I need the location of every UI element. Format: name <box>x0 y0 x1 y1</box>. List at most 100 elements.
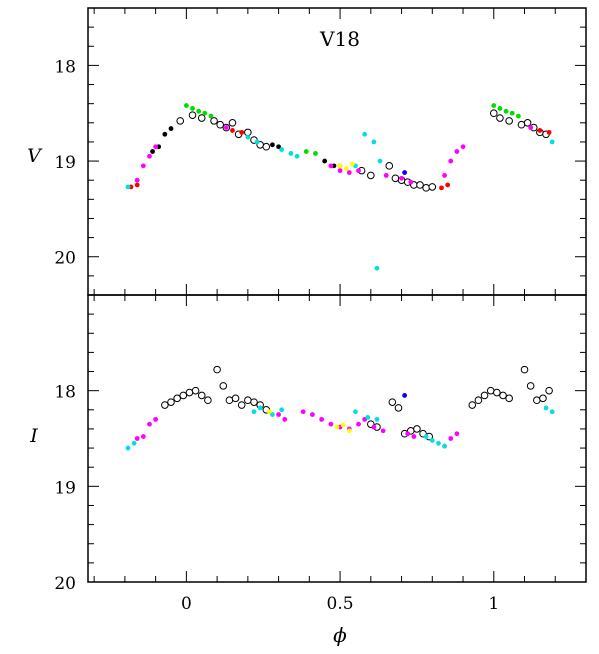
data-point <box>454 149 460 154</box>
data-point-open <box>179 391 188 400</box>
data-point <box>147 153 152 159</box>
chart-title: V18 <box>319 27 360 51</box>
data-point <box>279 407 285 413</box>
y-tick-label: 19 <box>54 153 76 173</box>
data-point <box>460 144 466 150</box>
data-point-open <box>185 388 194 397</box>
data-point <box>125 445 131 451</box>
data-point-open <box>176 117 185 125</box>
data-point-open <box>428 183 437 191</box>
data-point <box>334 424 340 430</box>
data-point <box>328 163 334 169</box>
data-point <box>196 108 202 114</box>
data-point-open <box>499 391 507 400</box>
data-point <box>270 142 275 148</box>
data-point <box>190 106 195 111</box>
data-point <box>134 436 140 441</box>
data-point <box>310 412 315 417</box>
data-point <box>294 153 300 159</box>
data-point-open <box>225 396 234 405</box>
data-point <box>266 409 272 415</box>
data-point-open <box>244 128 252 137</box>
data-point-open <box>545 386 553 395</box>
data-point-open <box>468 401 477 409</box>
v-band-panel: 18 19 20 <box>54 7 587 296</box>
data-point-open <box>517 120 526 129</box>
data-point <box>131 440 137 446</box>
data-point <box>411 434 417 439</box>
data-point-open <box>474 396 483 405</box>
data-point <box>134 182 140 188</box>
data-point-open <box>413 425 421 433</box>
data-point-open <box>388 398 397 406</box>
data-point <box>374 265 380 271</box>
data-point-open <box>244 396 252 405</box>
data-point-open <box>173 394 181 403</box>
data-point <box>549 139 555 145</box>
data-point <box>208 113 214 119</box>
data-point <box>543 405 549 411</box>
data-point-open <box>422 184 430 192</box>
x-tick-label: 1 <box>488 594 499 614</box>
data-point <box>442 173 447 178</box>
x-tick-label: 0.5 <box>327 594 354 614</box>
i-band-panel: 18 19 20 0 0.5 1 <box>54 294 587 614</box>
data-point <box>322 158 328 164</box>
data-point-open <box>228 119 237 127</box>
data-point <box>371 424 377 430</box>
data-point-open <box>486 386 495 395</box>
data-point-open <box>191 386 200 395</box>
data-point <box>337 168 343 174</box>
data-point <box>153 144 159 150</box>
data-point <box>270 412 275 417</box>
data-point <box>239 129 245 135</box>
data-point <box>549 409 555 415</box>
data-point-open <box>391 174 400 183</box>
plot-frame <box>87 294 587 583</box>
data-point <box>223 125 229 130</box>
data-point <box>380 428 386 434</box>
data-point-open <box>480 391 489 400</box>
i-axis-label: I <box>29 425 38 447</box>
data-point <box>445 182 451 188</box>
data-point <box>276 412 281 417</box>
data-point <box>454 431 460 437</box>
data-point-open <box>505 117 513 125</box>
data-point <box>300 409 306 415</box>
data-point <box>276 144 281 150</box>
data-point <box>202 110 208 116</box>
data-point-open <box>219 382 228 390</box>
data-point <box>436 440 441 446</box>
data-point <box>346 170 352 175</box>
data-point <box>251 409 257 415</box>
data-point <box>168 126 174 131</box>
y-tick-label: 18 <box>54 383 76 403</box>
data-point-open <box>496 114 504 122</box>
data-point-open <box>231 394 240 403</box>
data-point <box>134 177 140 183</box>
phase-axis-label: ϕ <box>333 623 347 647</box>
data-point <box>279 147 285 152</box>
data-point <box>328 421 334 427</box>
data-point <box>399 175 404 181</box>
data-point <box>230 128 235 133</box>
data-point <box>245 134 251 140</box>
data-point <box>125 184 131 190</box>
data-point-open <box>210 117 218 125</box>
data-point <box>448 158 454 164</box>
data-point <box>313 151 318 156</box>
y-tick-label: 18 <box>54 57 76 77</box>
data-point <box>303 149 309 154</box>
data-point <box>150 149 155 154</box>
data-point <box>383 173 389 178</box>
data-point <box>254 139 260 145</box>
data-point-open <box>385 162 394 170</box>
data-point <box>183 103 189 108</box>
data-point <box>337 163 343 169</box>
data-point-open <box>237 401 246 409</box>
data-point <box>528 125 534 130</box>
data-point <box>402 170 408 175</box>
data-point-open <box>167 398 175 406</box>
data-point <box>439 185 444 191</box>
